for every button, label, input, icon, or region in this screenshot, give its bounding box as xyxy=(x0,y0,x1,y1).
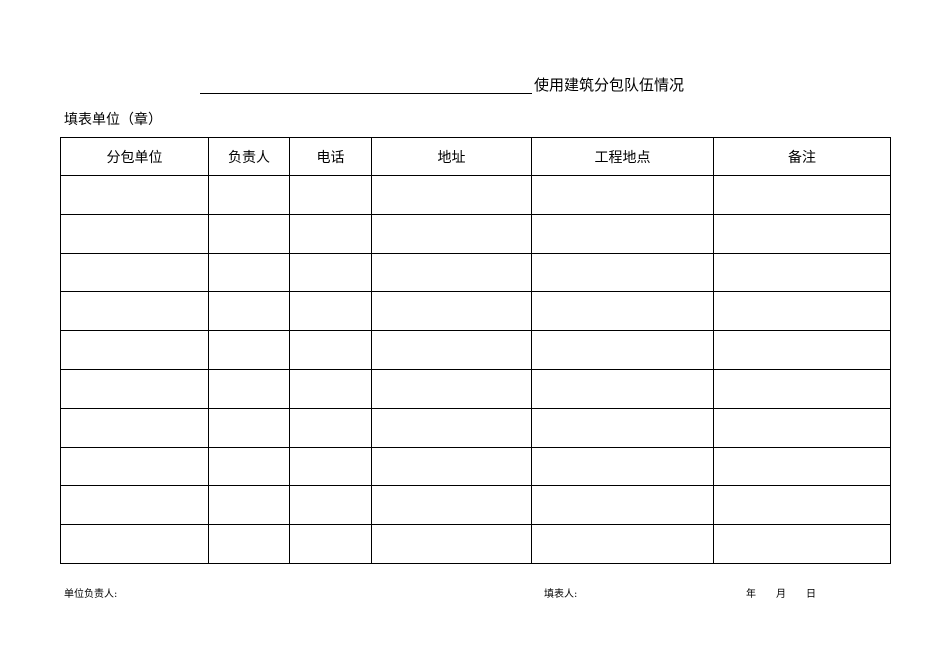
table-cell[interactable] xyxy=(289,252,372,293)
header-project-location: 工程地点 xyxy=(531,137,714,176)
table-cell[interactable] xyxy=(289,291,372,332)
header-address: 地址 xyxy=(371,137,532,176)
table-row xyxy=(60,368,891,409)
table-cell[interactable] xyxy=(531,485,714,526)
table-cell[interactable] xyxy=(713,213,891,254)
table-cell[interactable] xyxy=(208,524,290,564)
table-cell[interactable] xyxy=(713,291,891,332)
table-cell[interactable] xyxy=(289,407,372,448)
table-row xyxy=(60,446,891,487)
table-cell[interactable] xyxy=(531,252,714,293)
table-cell[interactable] xyxy=(713,485,891,526)
table-cell[interactable] xyxy=(208,446,290,487)
table-row xyxy=(60,407,891,448)
table-cell[interactable] xyxy=(60,291,209,332)
table-cell[interactable] xyxy=(713,368,891,409)
table-cell[interactable] xyxy=(371,252,532,293)
table-row xyxy=(60,252,891,293)
table-cell[interactable] xyxy=(371,291,532,332)
table-cell[interactable] xyxy=(208,330,290,370)
table-cell[interactable] xyxy=(60,252,209,293)
table-cell[interactable] xyxy=(371,175,532,215)
table-row xyxy=(60,291,891,332)
table-row xyxy=(60,485,891,526)
day-label: 日 xyxy=(806,589,816,600)
table-cell[interactable] xyxy=(208,252,290,293)
table-row xyxy=(60,330,891,370)
table-cell[interactable] xyxy=(371,330,532,370)
table-cell[interactable] xyxy=(713,446,891,487)
table-cell[interactable] xyxy=(289,330,372,370)
table-cell[interactable] xyxy=(60,407,209,448)
title-text: 使用建筑分包队伍情况 xyxy=(534,76,685,94)
table-cell[interactable] xyxy=(289,485,372,526)
table-cell[interactable] xyxy=(531,407,714,448)
table-cell[interactable] xyxy=(208,407,290,448)
filled-by-label: 填表人: xyxy=(544,589,578,600)
header-row: 分包单位 负责人 电话 地址 工程地点 备注 xyxy=(60,137,891,176)
table-cell[interactable] xyxy=(531,524,714,564)
table-cell[interactable] xyxy=(531,330,714,370)
header-remarks: 备注 xyxy=(713,137,891,176)
table-cell[interactable] xyxy=(713,175,891,215)
table-cell[interactable] xyxy=(371,368,532,409)
table-cell[interactable] xyxy=(713,407,891,448)
table-cell[interactable] xyxy=(60,175,209,215)
table-cell[interactable] xyxy=(289,524,372,564)
table-cell[interactable] xyxy=(371,446,532,487)
table-row xyxy=(60,524,891,564)
table-cell[interactable] xyxy=(371,213,532,254)
table-cell[interactable] xyxy=(208,368,290,409)
month-label: 月 xyxy=(776,589,786,600)
title-blank-line[interactable] xyxy=(200,76,532,94)
table-cell[interactable] xyxy=(371,524,532,564)
table-cell[interactable] xyxy=(60,368,209,409)
table-cell[interactable] xyxy=(713,330,891,370)
table-cell[interactable] xyxy=(208,485,290,526)
table-row xyxy=(60,175,891,215)
table-cell[interactable] xyxy=(531,291,714,332)
subcontractor-table: 分包单位 负责人 电话 地址 工程地点 备注 xyxy=(60,137,891,564)
table-cell[interactable] xyxy=(208,213,290,254)
table-cell[interactable] xyxy=(60,446,209,487)
table-cell[interactable] xyxy=(371,407,532,448)
table-cell[interactable] xyxy=(60,213,209,254)
table-cell[interactable] xyxy=(60,524,209,564)
table-cell[interactable] xyxy=(60,485,209,526)
table-cell[interactable] xyxy=(371,485,532,526)
table-cell[interactable] xyxy=(208,291,290,332)
header-phone: 电话 xyxy=(289,137,372,176)
table-cell[interactable] xyxy=(208,175,290,215)
table-cell[interactable] xyxy=(289,446,372,487)
header-subcontractor: 分包单位 xyxy=(60,137,209,176)
document-title: 使用建筑分包队伍情况 xyxy=(200,74,684,94)
table-cell[interactable] xyxy=(531,368,714,409)
table-cell[interactable] xyxy=(531,213,714,254)
year-label: 年 xyxy=(746,589,756,600)
table-cell[interactable] xyxy=(289,175,372,215)
table-cell[interactable] xyxy=(531,175,714,215)
filling-unit-label: 填表单位（章） xyxy=(64,112,162,128)
header-person-in-charge: 负责人 xyxy=(208,137,290,176)
table-cell[interactable] xyxy=(713,252,891,293)
table-cell[interactable] xyxy=(531,446,714,487)
table-row xyxy=(60,213,891,254)
table-cell[interactable] xyxy=(289,368,372,409)
table-cell[interactable] xyxy=(713,524,891,564)
table-cell[interactable] xyxy=(60,330,209,370)
unit-head-label: 单位负责人: xyxy=(64,589,118,600)
table-cell[interactable] xyxy=(289,213,372,254)
